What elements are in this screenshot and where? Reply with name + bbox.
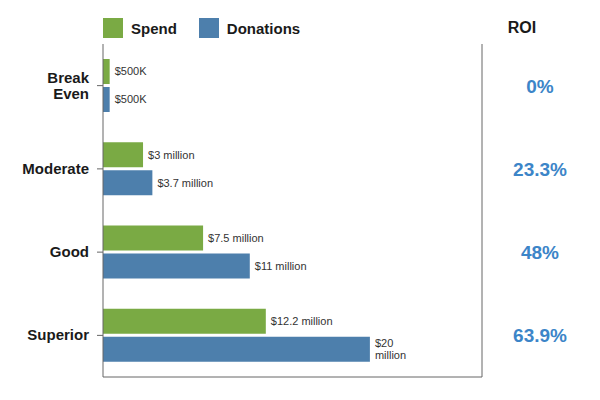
svg-text:23.3%: 23.3% bbox=[513, 159, 567, 180]
svg-text:48%: 48% bbox=[521, 242, 559, 263]
svg-text:BreakEven: BreakEven bbox=[47, 69, 89, 102]
html-text:Spend: Spend bbox=[131, 19, 177, 37]
svg-text:63.9%: 63.9% bbox=[513, 325, 567, 346]
svg-text:$12.2 million: $12.2 million bbox=[271, 315, 333, 327]
html-text:ROI: ROI bbox=[507, 19, 537, 36]
svg-text:$3 million: $3 million bbox=[148, 149, 194, 161]
html-text:Donations: Donations bbox=[226, 19, 301, 37]
svg-text:$7.5 million: $7.5 million bbox=[208, 232, 264, 244]
svg-text:$3.7 million: $3.7 million bbox=[157, 177, 213, 189]
svg-text:Moderate: Moderate bbox=[22, 160, 89, 177]
svg-text:0%: 0% bbox=[526, 76, 554, 97]
svg-text:$20million: $20million bbox=[375, 337, 406, 361]
svg-text:Good: Good bbox=[50, 243, 89, 260]
svg-text:$500K: $500K bbox=[115, 65, 147, 77]
svg-text:$11 million: $11 million bbox=[255, 260, 307, 272]
svg-text:Superior: Superior bbox=[27, 326, 89, 343]
svg-text:$500K: $500K bbox=[115, 93, 147, 105]
